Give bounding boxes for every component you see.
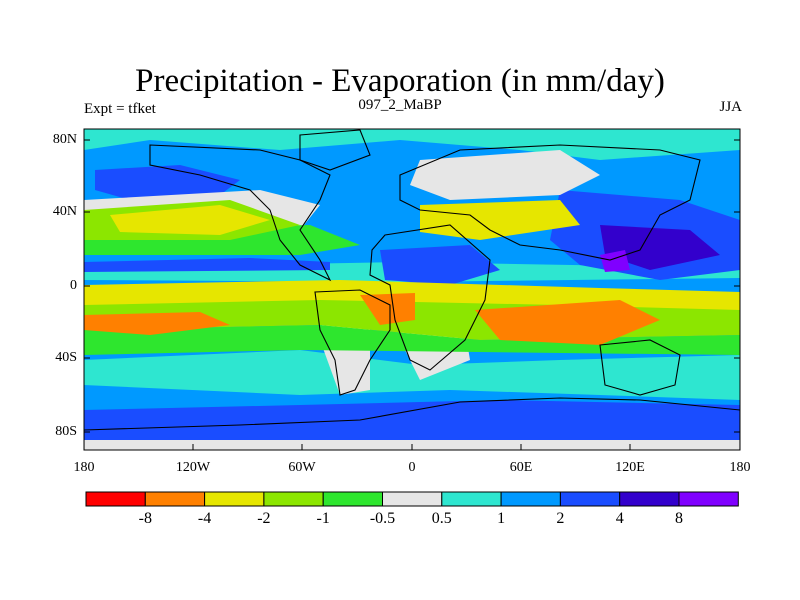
field-neutral-asia [410, 150, 600, 200]
chart-title: Precipitation - Evaporation (in mm/day) [135, 63, 665, 99]
y-tick-label: 0 [70, 278, 77, 293]
field-very-dry-indian-ocean [475, 300, 660, 345]
colorbar-swatch [144, 491, 206, 507]
colorbar-swatch [678, 491, 739, 507]
season-label: JJA [719, 99, 742, 115]
x-tick-label: 120W [175, 460, 211, 475]
run-label: 097_2_MaBP [358, 97, 442, 113]
x-tick-label: 120E [615, 460, 645, 475]
coastlines [84, 129, 740, 450]
field-light-wet-north [84, 129, 740, 160]
field-very-dry-south-america [360, 293, 415, 325]
coastline-north-america [149, 144, 332, 282]
x-tick-label: 180 [729, 460, 751, 475]
x-tick-label: 0 [408, 460, 416, 475]
experiment-label: Expt = tfket [84, 101, 156, 117]
colorbar-label: -0.5 [369, 510, 396, 527]
field-slight-dry-south [84, 325, 740, 355]
field-drier-eurasia [420, 200, 580, 240]
colorbar-label: -2 [257, 510, 271, 527]
colorbar-label: -8 [138, 510, 152, 527]
y-tick-label: 40N [52, 204, 77, 219]
field-very-dry-east-pacific [84, 312, 230, 335]
colorbar-swatch [441, 491, 502, 507]
field-very-wet-asia [600, 225, 720, 270]
coastline-eurasia [399, 144, 701, 261]
field-wet-itcz [84, 258, 330, 272]
y-tick-label: 40S [55, 350, 77, 365]
colorbar-label: 2 [556, 510, 565, 527]
coastline-antarctica [84, 397, 740, 450]
colorbar-swatch [500, 491, 561, 507]
coastline-greenland [299, 129, 371, 171]
colorbar-swatch [85, 491, 146, 507]
coastline-australia [599, 339, 681, 396]
y-tick-label: 80N [52, 132, 77, 147]
coastline-africa [369, 224, 491, 371]
colorbar-label: -1 [316, 510, 330, 527]
colorbar-swatch [559, 491, 621, 507]
colorbar-swatch [263, 491, 324, 507]
field-light-wet-south [84, 350, 740, 400]
colorbar-swatch [619, 491, 680, 507]
colorbar-label: 8 [675, 510, 683, 527]
colorbar-label: -4 [197, 510, 212, 527]
field-wet-southern [84, 400, 740, 440]
field-drier-north [110, 205, 270, 235]
x-tick-label: 60W [288, 460, 316, 475]
colorbar-swatch [382, 491, 443, 507]
colorbar-label: 4 [615, 510, 624, 527]
y-tick-label: 80S [55, 424, 77, 439]
coastline-south-america [314, 289, 391, 396]
field-wet-africa [380, 245, 500, 285]
field-wet-north-pacific [95, 165, 240, 200]
colorbar-label: 0.5 [431, 510, 452, 527]
x-tick-label: 180 [73, 460, 95, 475]
tick-marks [83, 139, 741, 450]
x-tick-label: 60E [509, 460, 533, 475]
colorbar-swatch [322, 491, 384, 507]
colorbar-label: 1 [497, 510, 506, 527]
colorbar-swatch [204, 491, 265, 507]
